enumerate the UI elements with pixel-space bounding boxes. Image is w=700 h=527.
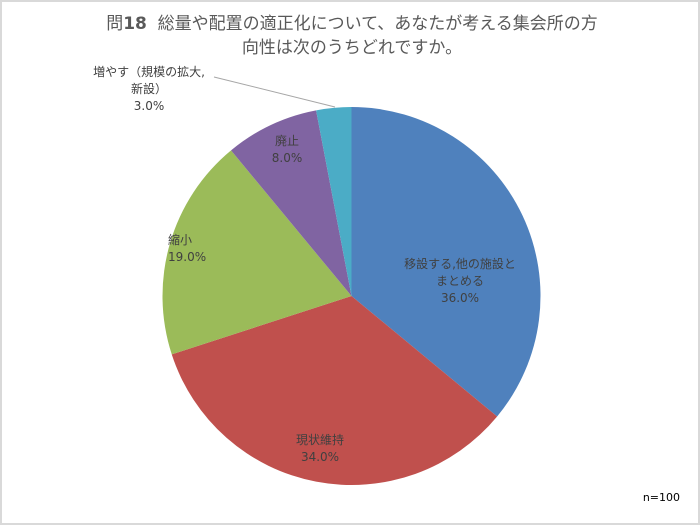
label-abolish-pct: 8.0% (271, 151, 303, 165)
title-number: 18 (123, 14, 147, 34)
label-reduce: 縮小 19.0% (168, 232, 214, 266)
label-status-quo-pct: 34.0% (300, 450, 340, 464)
label-relocate-line1: 移設する,他の施設と (404, 257, 516, 271)
label-status-quo-name: 現状維持 (295, 433, 344, 447)
slice-increase (316, 107, 352, 296)
pie-slices (162, 107, 541, 485)
title-prefix: 問 (106, 14, 124, 34)
label-relocate-line2: まとめる (435, 274, 484, 288)
slice-abolish (231, 110, 352, 296)
label-increase-pct: 3.0% (133, 99, 165, 113)
slice-status-quo (171, 296, 498, 485)
chart-title-line2: 向性は次のうちどれですか。 (241, 38, 463, 58)
slice-relocate (351, 107, 541, 417)
label-increase-line2: 新設） (130, 82, 167, 96)
slice-reduce (162, 150, 352, 355)
label-status-quo: 現状維持 34.0% (275, 432, 365, 466)
leader-line (213, 76, 336, 108)
label-reduce-name: 縮小 (168, 233, 193, 247)
sample-size: n=100 (642, 491, 680, 504)
title-line1-text: 総量や配置の適正化について、あなたが考える集会所の方 (157, 14, 598, 34)
chart-title-line1: 問18 総量や配置の適正化について、あなたが考える集会所の方 (2, 12, 700, 36)
label-increase-line1: 増やす（規模の拡大, (93, 65, 205, 79)
label-abolish: 廃止 8.0% (264, 133, 310, 167)
label-relocate-pct: 36.0% (440, 291, 480, 305)
label-increase: 増やす（規模の拡大, 新設） 3.0% (74, 64, 224, 115)
chart-title: 問18 総量や配置の適正化について、あなたが考える集会所の方 向性は次のうちどれ… (2, 12, 700, 60)
label-abolish-name: 廃止 (274, 134, 299, 148)
label-reduce-pct: 19.0% (168, 250, 207, 264)
label-relocate: 移設する,他の施設と まとめる 36.0% (390, 256, 530, 307)
